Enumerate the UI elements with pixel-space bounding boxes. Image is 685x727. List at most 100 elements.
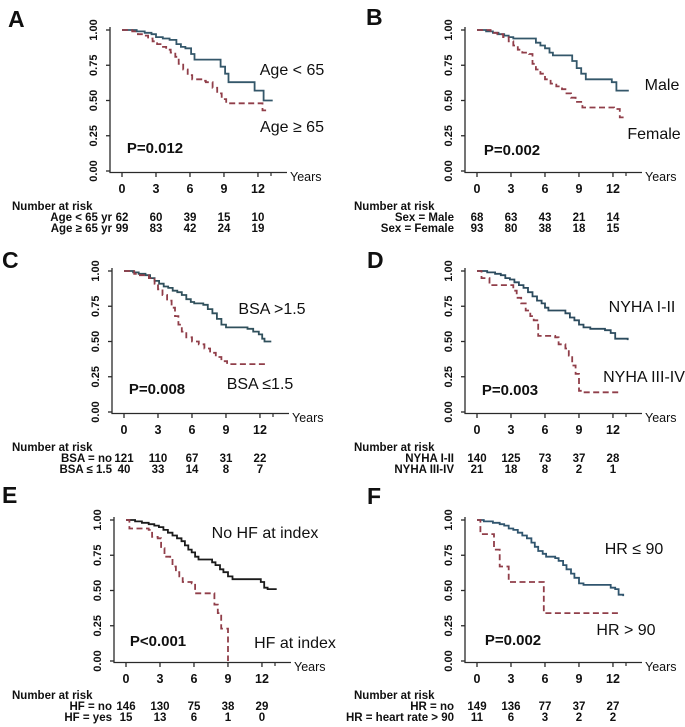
- plot-axes: [111, 268, 289, 415]
- y-tick-label: 0.50: [443, 580, 455, 601]
- x-axis-title: Years: [290, 170, 322, 184]
- risk-row-label-age-65-yr: Age ≥ 65 yr: [51, 223, 113, 235]
- y-tick-label: 0.25: [92, 615, 104, 636]
- risk-value: 125: [501, 453, 521, 465]
- x-tick-label: 6: [191, 672, 198, 686]
- y-tick-label: 0.75: [443, 55, 455, 76]
- x-axis-title: Years: [645, 660, 677, 674]
- x-axis-title: Years: [292, 411, 324, 425]
- risk-value: 27: [607, 701, 620, 713]
- curve-label-age-65: Age < 65: [260, 62, 325, 79]
- risk-value: 37: [573, 701, 586, 713]
- risk-value: 19: [252, 223, 265, 235]
- risk-value: 0: [259, 712, 265, 724]
- risk-value: 22: [254, 453, 267, 465]
- risk-value: 77: [539, 701, 552, 713]
- panel-F-chart: F 0.00 0.25 0.50 0.75 1.00 0 3 6 9 12 Years HR ≤ 90 H…: [346, 483, 677, 724]
- risk-value: 15: [218, 212, 231, 224]
- panel-E: E 0.00 0.25 0.50 0.75 1.00 0 3 6 9 12 Years No HF at…: [0, 482, 342, 727]
- p-value-label: P=0.003: [482, 382, 538, 399]
- risk-value: 63: [505, 212, 518, 224]
- y-tick-label: 0.25: [443, 125, 455, 146]
- risk-value: 136: [501, 701, 520, 713]
- curve-label-no-hf-at-index: No HF at index: [212, 525, 319, 542]
- risk-table-title: Number at risk: [354, 442, 435, 454]
- y-tick-label: 1.00: [443, 260, 455, 281]
- plot-axes: [464, 27, 642, 174]
- x-axis-title: Years: [645, 411, 677, 425]
- curve-label-bsa-1-5: BSA >1.5: [238, 301, 305, 318]
- y-tick-label: 0.75: [92, 545, 104, 566]
- x-tick-label: 9: [224, 672, 231, 686]
- x-tick-label: 12: [253, 423, 267, 437]
- x-tick-label: 9: [575, 182, 582, 196]
- x-tick-label: 9: [220, 182, 227, 196]
- curve-label-nyha-iii-iv: NYHA III-IV: [603, 369, 685, 386]
- curve-hr-90: [477, 519, 625, 597]
- x-tick-label: 12: [606, 182, 620, 196]
- risk-value: 83: [150, 223, 163, 235]
- plot-axes: [464, 517, 642, 664]
- risk-row-label-hr-heart-rate-90: HR = heart rate > 90: [346, 712, 454, 724]
- panel-C-chart: C 0.00 0.25 0.50 0.75 1.00 0 3 6 9 12 Years BSA >1.5…: [2, 247, 324, 476]
- p-value-label: P=0.012: [127, 140, 183, 157]
- risk-value: 38: [539, 223, 552, 235]
- risk-value: 38: [222, 701, 235, 713]
- risk-value: 75: [188, 701, 201, 713]
- x-tick-label: 3: [508, 182, 515, 196]
- curve-label-hf-at-index: HF at index: [254, 635, 336, 652]
- y-tick-label: 0.25: [90, 366, 102, 387]
- p-value-label: P<0.001: [130, 633, 186, 650]
- risk-value: 1: [225, 712, 232, 724]
- y-tick-label: 1.00: [443, 19, 455, 40]
- y-tick-label: 0.75: [90, 296, 102, 317]
- risk-row-label-nyha-i-ii: NYHA I-II: [405, 453, 454, 465]
- risk-value: 93: [471, 223, 484, 235]
- x-tick-label: 0: [123, 672, 130, 686]
- risk-value: 28: [607, 453, 620, 465]
- y-tick-label: 0.00: [88, 160, 100, 181]
- risk-value: 2: [576, 712, 582, 724]
- curve-label-hr-90: HR > 90: [596, 622, 655, 639]
- risk-table-title: Number at risk: [354, 690, 435, 702]
- panel-C: C 0.00 0.25 0.50 0.75 1.00 0 3 6 9 12 Years BSA >1.5…: [0, 240, 342, 485]
- panel-B-chart: B 0.00 0.25 0.50 0.75 1.00 0 3 6 9 12 Years Male Fema…: [354, 4, 681, 235]
- risk-value: 8: [223, 464, 230, 476]
- x-tick-label: 0: [119, 182, 126, 196]
- risk-value: 37: [573, 453, 586, 465]
- curve-age-65: [122, 29, 273, 102]
- risk-row-label-hf-yes: HF = yes: [64, 712, 112, 724]
- curve-nyha-i-ii: [477, 270, 629, 341]
- risk-value: 60: [150, 212, 163, 224]
- risk-value: 121: [114, 453, 134, 465]
- panel-E-chart: E 0.00 0.25 0.50 0.75 1.00 0 3 6 9 12 Years No HF at…: [2, 482, 336, 724]
- risk-value: 33: [152, 464, 165, 476]
- y-tick-label: 0.50: [88, 90, 100, 111]
- x-tick-label: 9: [222, 423, 229, 437]
- risk-value: 31: [220, 453, 233, 465]
- panel-F: F 0.00 0.25 0.50 0.75 1.00 0 3 6 9 12 Years HR ≤ 90 H…: [342, 483, 685, 727]
- risk-value: 43: [539, 212, 552, 224]
- risk-row-label-sex-female: Sex = Female: [381, 223, 454, 235]
- risk-value: 24: [218, 223, 231, 235]
- risk-value: 62: [116, 212, 129, 224]
- plot-axes: [113, 517, 291, 664]
- p-value-label: P=0.002: [485, 632, 541, 649]
- risk-value: 15: [120, 712, 133, 724]
- x-tick-label: 0: [474, 182, 481, 196]
- x-tick-label: 3: [153, 182, 160, 196]
- x-tick-label: 12: [255, 672, 269, 686]
- x-tick-label: 12: [606, 672, 620, 686]
- y-tick-label: 0.00: [443, 160, 455, 181]
- x-tick-label: 0: [474, 423, 481, 437]
- risk-value: 110: [149, 453, 168, 465]
- x-tick-label: 9: [575, 672, 582, 686]
- risk-value: 99: [116, 223, 129, 235]
- panel-letter-C: C: [2, 247, 19, 273]
- panel-B: B 0.00 0.25 0.50 0.75 1.00 0 3 6 9 12 Years Male Fema…: [342, 0, 685, 240]
- risk-value: 21: [471, 464, 484, 476]
- risk-value: 18: [573, 223, 586, 235]
- y-tick-label: 0.75: [88, 55, 100, 76]
